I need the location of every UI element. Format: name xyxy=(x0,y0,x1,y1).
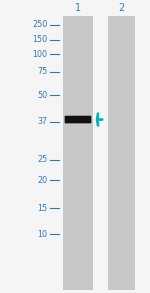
Text: 75: 75 xyxy=(37,67,47,76)
Text: 150: 150 xyxy=(32,35,47,44)
Text: 250: 250 xyxy=(32,21,47,29)
Text: 50: 50 xyxy=(37,91,47,100)
Bar xyxy=(63,16,93,290)
Text: 100: 100 xyxy=(32,50,47,59)
Bar xyxy=(108,16,135,290)
Text: 37: 37 xyxy=(37,117,47,126)
Text: 10: 10 xyxy=(37,230,47,239)
Text: 20: 20 xyxy=(37,176,47,185)
Text: 2: 2 xyxy=(118,3,125,13)
FancyBboxPatch shape xyxy=(65,116,91,123)
Text: 1: 1 xyxy=(75,3,81,13)
Text: 25: 25 xyxy=(37,155,47,164)
Text: 15: 15 xyxy=(37,204,47,212)
